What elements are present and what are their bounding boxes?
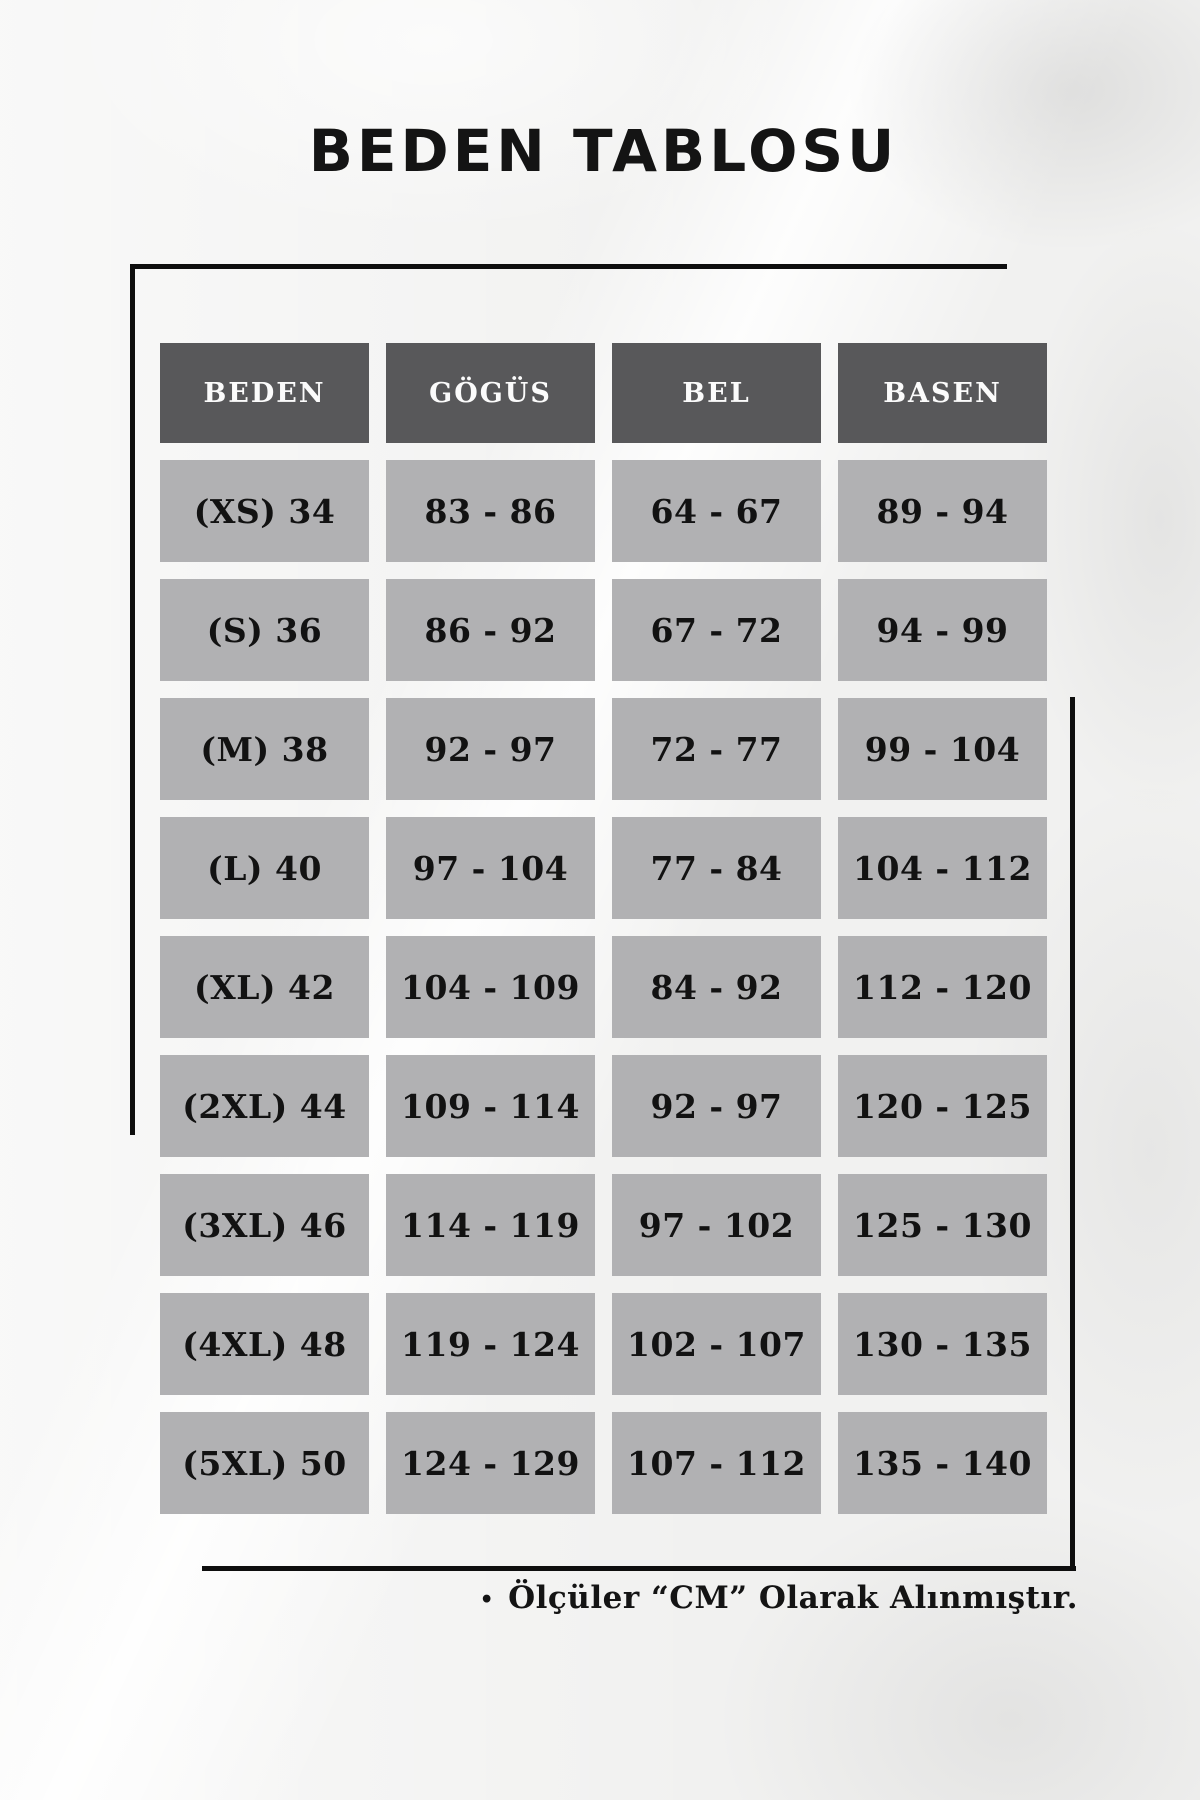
table-cell-hip: 89 - 94 [838, 460, 1047, 562]
table-cell-chest: 114 - 119 [386, 1174, 595, 1276]
table-cell-waist: 67 - 72 [612, 579, 821, 681]
table-cell-chest: 119 - 124 [386, 1293, 595, 1395]
table-cell-chest: 86 - 92 [386, 579, 595, 681]
footer-note-text: Ölçüler “CM” Olarak Alınmıştır. [508, 1580, 1078, 1616]
table-cell-hip: 130 - 135 [838, 1293, 1047, 1395]
table-cell-waist: 84 - 92 [612, 936, 821, 1038]
table-cell-size: (L) 40 [160, 817, 369, 919]
bullet-icon: • [479, 1586, 495, 1613]
table-cell-chest: 124 - 129 [386, 1412, 595, 1514]
table-cell-size: (3XL) 46 [160, 1174, 369, 1276]
table-cell-size: (2XL) 44 [160, 1055, 369, 1157]
header-cell-basen: BASEN [838, 343, 1047, 443]
table-cell-hip: 135 - 140 [838, 1412, 1047, 1514]
table-cell-waist: 107 - 112 [612, 1412, 821, 1514]
bottom-right-frame-horizontal-line [202, 1566, 1076, 1571]
page-title: BEDEN TABLOSU [308, 117, 899, 185]
table-cell-size: (XL) 42 [160, 936, 369, 1038]
table-cell-waist: 92 - 97 [612, 1055, 821, 1157]
header-cell-beden: BEDEN [160, 343, 369, 443]
size-table: BEDEN GÖGÜS BEL BASEN (XS) 34 83 - 86 64… [160, 343, 1047, 1514]
table-cell-hip: 112 - 120 [838, 936, 1047, 1038]
table-cell-waist: 102 - 107 [612, 1293, 821, 1395]
table-cell-chest: 92 - 97 [386, 698, 595, 800]
table-cell-waist: 64 - 67 [612, 460, 821, 562]
table-cell-chest: 109 - 114 [386, 1055, 595, 1157]
table-cell-hip: 94 - 99 [838, 579, 1047, 681]
table-cell-waist: 97 - 102 [612, 1174, 821, 1276]
bottom-right-frame-vertical-line [1070, 697, 1075, 1571]
table-cell-size: (5XL) 50 [160, 1412, 369, 1514]
table-cell-chest: 83 - 86 [386, 460, 595, 562]
top-left-frame-vertical-line [130, 264, 135, 1135]
table-cell-size: (S) 36 [160, 579, 369, 681]
table-cell-hip: 99 - 104 [838, 698, 1047, 800]
table-cell-waist: 77 - 84 [612, 817, 821, 919]
table-cell-size: (4XL) 48 [160, 1293, 369, 1395]
table-cell-size: (XS) 34 [160, 460, 369, 562]
table-cell-chest: 97 - 104 [386, 817, 595, 919]
table-cell-hip: 120 - 125 [838, 1055, 1047, 1157]
header-cell-gogus: GÖGÜS [386, 343, 595, 443]
top-left-frame-horizontal-line [130, 264, 1007, 269]
table-cell-hip: 104 - 112 [838, 817, 1047, 919]
table-cell-waist: 72 - 77 [612, 698, 821, 800]
table-cell-hip: 125 - 130 [838, 1174, 1047, 1276]
footer-note: • Ölçüler “CM” Olarak Alınmıştır. [0, 1580, 1078, 1616]
header-cell-bel: BEL [612, 343, 821, 443]
table-cell-chest: 104 - 109 [386, 936, 595, 1038]
table-cell-size: (M) 38 [160, 698, 369, 800]
